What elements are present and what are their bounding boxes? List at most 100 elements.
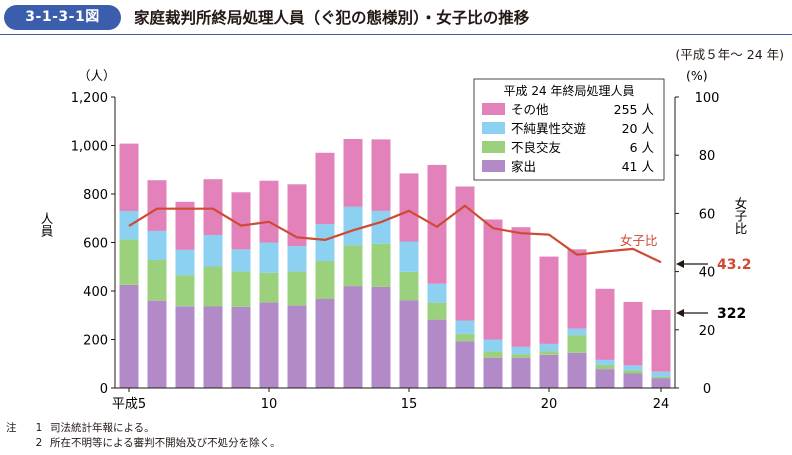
bar-segment-impure-relations	[651, 371, 671, 377]
figure-title: 家庭裁判所終局処理人員（ぐ犯の態様別）・女子比の推移	[134, 9, 530, 27]
bar-segment-bad-company	[595, 364, 615, 370]
legend-swatch-bad-company	[482, 141, 505, 153]
bar-segment-impure-relations	[175, 249, 195, 276]
right-tick-label: 80	[699, 149, 716, 164]
right-axis-unit: (%)	[686, 68, 708, 83]
legend-value: 20 人	[622, 121, 655, 136]
last-ratio-value: 43.2	[717, 257, 752, 273]
bar-segment-bad-company	[147, 260, 167, 301]
bar-segment-other	[511, 227, 531, 347]
footnote-2: 2 所在不明等による審判不開始及び不処分を除く。	[6, 436, 281, 451]
bar-segment-bad-company	[287, 271, 307, 306]
footnote-text: 司法統計年報による。	[50, 422, 155, 434]
bar-segment-runaway	[651, 378, 671, 388]
last-total-callout: 322	[676, 306, 746, 322]
bar-segment-other	[231, 192, 251, 250]
bar-segment-impure-relations	[427, 283, 447, 303]
bar-segment-bad-company	[399, 271, 419, 301]
bar-segment-other	[539, 256, 559, 344]
legend-label: その他	[511, 102, 549, 117]
bar-segment-runaway	[371, 286, 391, 388]
bar-segment-runaway	[427, 319, 447, 388]
left-tick-label: 600	[83, 237, 108, 252]
footnote-number: 1	[35, 422, 43, 434]
bar-segment-impure-relations	[399, 241, 419, 272]
bar-segment-other	[455, 186, 475, 321]
bar-segment-impure-relations	[231, 249, 251, 272]
right-axis-title: 女子比	[733, 196, 748, 235]
bar-segment-other	[567, 249, 587, 329]
last-ratio-callout: 43.2	[676, 257, 752, 273]
bar-segment-bad-company	[259, 272, 279, 303]
bar-segment-impure-relations	[511, 346, 531, 355]
bar-segment-runaway	[455, 341, 475, 388]
bar-segment-impure-relations	[343, 206, 363, 246]
legend-label: 不純異性交遊	[511, 121, 586, 136]
bar-segment-other	[595, 288, 615, 360]
bar-segment-impure-relations	[287, 246, 307, 272]
bar-segment-bad-company	[455, 333, 475, 342]
bar-segment-runaway	[203, 306, 223, 388]
bar-segment-bad-company	[427, 302, 447, 320]
legend-swatch-runaway	[482, 160, 505, 172]
bar-segment-impure-relations	[595, 359, 615, 365]
legend-swatch-impure-relations	[482, 122, 505, 134]
figure-number-badge: 3-1-3-1図	[4, 5, 121, 30]
bar-segment-other	[427, 164, 447, 284]
bar-segment-other	[343, 139, 363, 207]
bar-segment-other	[259, 180, 279, 243]
x-ticks: 平成5 10 15 20 24	[112, 388, 669, 412]
right-y-ticks: 0 20 40 60 80 100	[675, 91, 719, 397]
x-tick-label: 平成5	[112, 397, 146, 412]
bar-segment-bad-company	[203, 266, 223, 307]
legend-swatch-other	[482, 103, 505, 115]
bar-segment-impure-relations	[567, 328, 587, 336]
header-rule	[0, 34, 792, 35]
bar-segment-impure-relations	[539, 343, 559, 352]
footnote-text: 所在不明等による審判不開始及び不処分を除く。	[50, 437, 281, 449]
bar-segment-bad-company	[175, 275, 195, 307]
bar-segment-impure-relations	[371, 211, 391, 244]
bar-segment-runaway	[539, 354, 559, 388]
bar-segment-bad-company	[651, 376, 671, 379]
bar-segment-other	[651, 309, 671, 372]
bar-segment-runaway	[511, 357, 531, 388]
bar-segment-bad-company	[371, 243, 391, 287]
right-tick-label: 0	[703, 382, 711, 397]
bar-segment-runaway	[315, 299, 335, 388]
right-tick-label: 60	[699, 207, 716, 222]
bar-segment-runaway	[287, 305, 307, 388]
bar-segment-bad-company	[231, 271, 251, 307]
bar-segment-impure-relations	[483, 339, 503, 352]
right-tick-label: 20	[699, 324, 716, 339]
bar-segment-bad-company	[119, 239, 139, 285]
legend-label: 不良交友	[511, 140, 561, 155]
x-tick-label: 15	[401, 397, 418, 412]
bar-segment-other	[147, 180, 167, 231]
bar-segment-bad-company	[315, 260, 335, 299]
bar-segment-runaway	[119, 284, 139, 388]
bar-segment-runaway	[175, 306, 195, 388]
last-ratio-arrowhead	[676, 260, 684, 268]
left-axis-title: 人員	[39, 212, 54, 237]
female-ratio-line	[128, 204, 662, 264]
bar-segment-runaway	[343, 286, 363, 388]
bar-segment-runaway	[231, 306, 251, 388]
bar-segment-impure-relations	[623, 365, 643, 371]
bar-segment-runaway	[567, 352, 587, 388]
legend-value: 255 人	[614, 102, 655, 117]
legend-value: 41 人	[622, 159, 655, 174]
female-ratio-line-label: 女子比	[620, 233, 658, 248]
bar-segment-runaway	[259, 302, 279, 388]
bar-segment-other	[371, 139, 391, 211]
bar-segment-impure-relations	[259, 242, 279, 273]
bar-segment-bad-company	[539, 351, 559, 355]
bar-segment-runaway	[147, 300, 167, 388]
bar-segment-runaway	[595, 369, 615, 388]
footnote-1: 注 1 司法統計年報による。	[6, 421, 281, 436]
bar-segment-other	[315, 152, 335, 225]
left-tick-label: 1,200	[71, 91, 108, 106]
x-tick-label: 20	[541, 397, 558, 412]
